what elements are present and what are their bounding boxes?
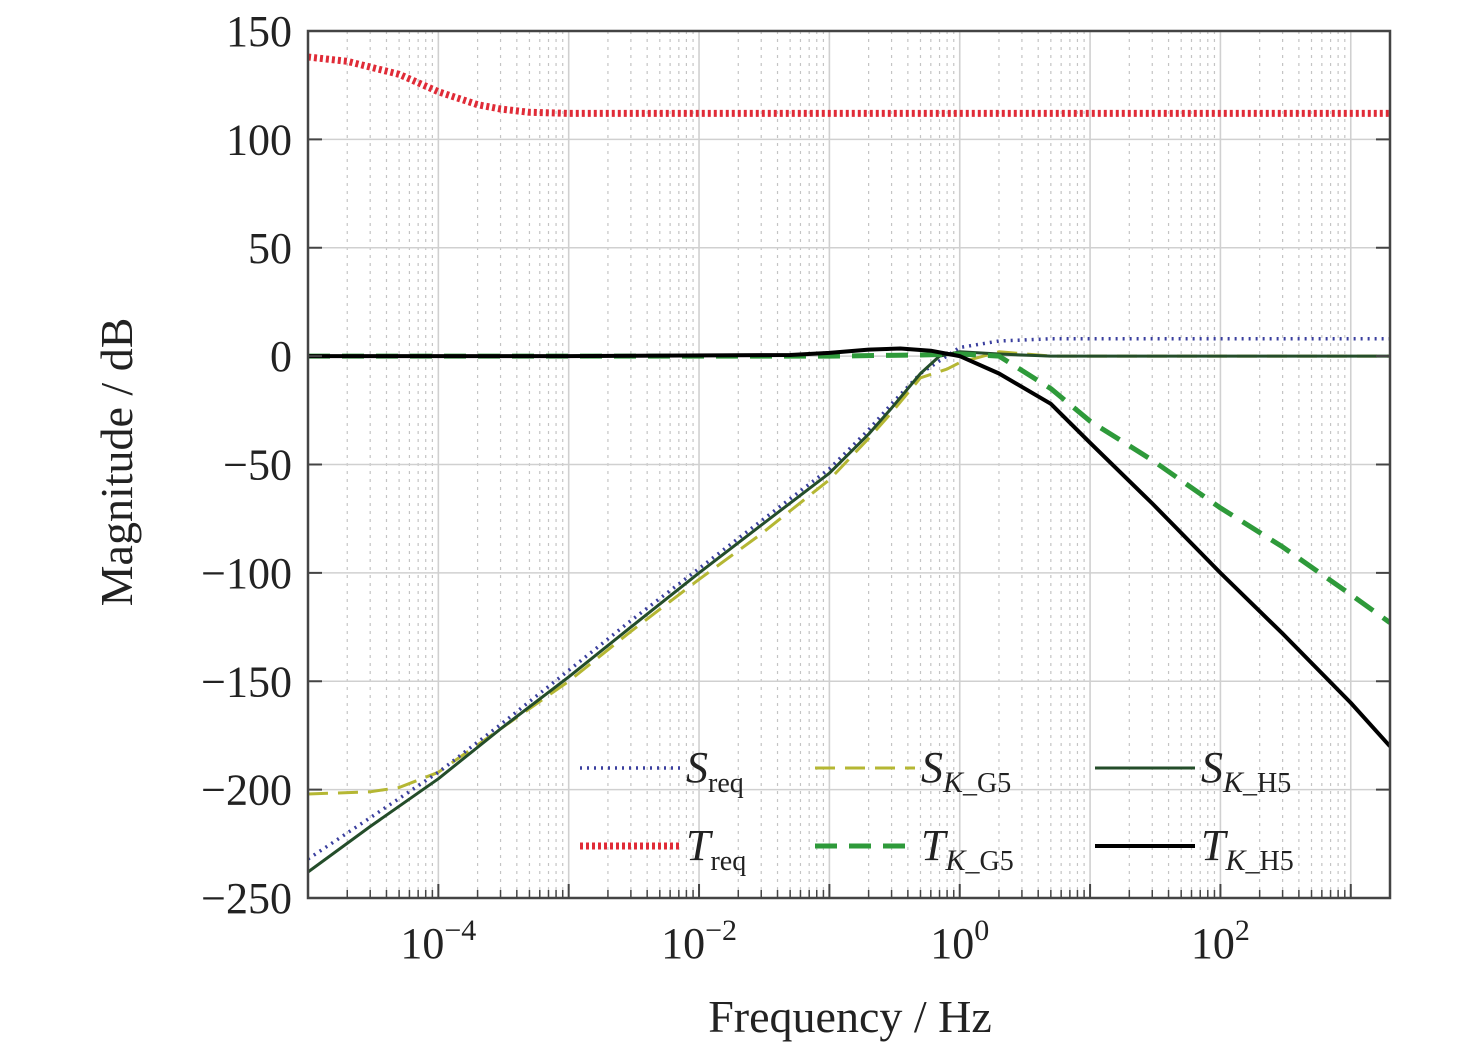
- legend-label-t-req: Treq: [686, 821, 746, 877]
- y-tick-label: 100: [226, 115, 292, 164]
- x-tick-base: 10: [1191, 919, 1235, 968]
- x-tick-exponent: −4: [444, 914, 476, 947]
- series-line-s-req: [308, 337, 1390, 861]
- y-tick-label: −50: [223, 441, 292, 490]
- tick-marks: [307, 30, 1391, 899]
- legend-subscript: _G5: [965, 846, 1014, 877]
- legend-symbol: T: [1201, 821, 1229, 870]
- y-tick-label: −150: [201, 657, 292, 706]
- legend-symbol: S: [1201, 743, 1223, 792]
- y-tick-label: −200: [201, 766, 292, 815]
- legend-subscript-var: K: [942, 766, 965, 799]
- legend-subscript: req: [710, 846, 746, 877]
- legend-symbol: T: [686, 821, 714, 870]
- legend-label-s-req: Sreq: [686, 743, 744, 799]
- y-tick-label: 0: [270, 332, 292, 381]
- x-tick-label: 10−4: [400, 914, 476, 968]
- series-line-t-k-g5: [308, 351, 1390, 625]
- series-line-t-req: [308, 53, 1390, 117]
- x-tick-exponent: 2: [1235, 914, 1250, 947]
- x-tick-label: 100: [930, 914, 989, 968]
- y-tick-label: −100: [201, 549, 292, 598]
- y-axis-title: Magnitude / dB: [91, 318, 142, 607]
- y-tick-label: 50: [248, 224, 292, 273]
- legend-subscript-var: K: [944, 844, 967, 877]
- legend-label-t-k-h5: TK_H5: [1201, 821, 1294, 877]
- plot-lines: [308, 53, 1390, 874]
- x-tick-exponent: 0: [974, 914, 989, 947]
- legend-subscript: _G5: [962, 768, 1011, 799]
- x-axis-title: Frequency / Hz: [708, 991, 992, 1042]
- legend-subscript-var: K: [1224, 844, 1247, 877]
- legend-subscript: _H5: [1242, 768, 1291, 799]
- x-tick-exponent: −2: [705, 914, 737, 947]
- y-tick-label: −250: [201, 874, 292, 923]
- legend-label-s-k-g5: SK_G5: [921, 743, 1011, 799]
- x-tick-label: 10−2: [661, 914, 737, 968]
- legend-symbol: T: [921, 821, 949, 870]
- series-line-s-k-h5: [308, 350, 1390, 874]
- legend-label-s-k-h5: SK_H5: [1201, 743, 1291, 799]
- legend-symbol: S: [686, 743, 708, 792]
- legend-label-t-k-g5: TK_G5: [921, 821, 1014, 877]
- x-tick-labels: 10−4 10−2 100 102: [400, 914, 1250, 968]
- x-tick-label: 102: [1191, 914, 1250, 968]
- x-tick-base: 10: [930, 919, 974, 968]
- y-tick-labels: 150 100 50 0 −50 −100 −150 −200 −250: [201, 7, 292, 923]
- series-line-t-k-h5: [308, 346, 1390, 748]
- y-tick-label: 150: [226, 7, 292, 56]
- legend-subscript: _H5: [1245, 846, 1294, 877]
- x-tick-base: 10: [400, 919, 444, 968]
- legend-symbol: S: [921, 743, 943, 792]
- x-tick-base: 10: [661, 919, 705, 968]
- legend-subscript-var: K: [1222, 766, 1245, 799]
- legend-subscript: req: [708, 768, 744, 799]
